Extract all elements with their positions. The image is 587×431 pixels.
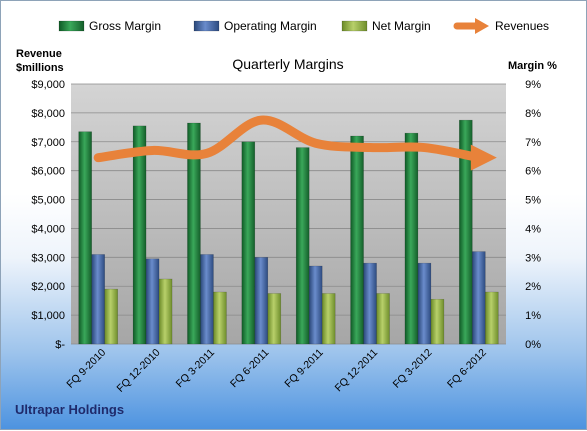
x-tick-label: FQ 9-2011 <box>282 347 326 391</box>
y-right-tick-label: 9% <box>525 79 541 91</box>
y-right-tick-label: 2% <box>525 281 541 293</box>
operating-margin-bar <box>254 257 269 345</box>
y-left-axis-title: Revenue $millions <box>16 48 65 74</box>
operating-margin-bar <box>308 265 323 345</box>
y-left-tick-label: $- <box>55 339 65 351</box>
legend-swatch <box>193 20 220 32</box>
y-right-tick-label: 5% <box>525 195 541 207</box>
net-margin-bar <box>430 298 445 345</box>
gross-margin-bar <box>132 125 147 345</box>
y-left-tick-label: $9,000 <box>31 79 65 91</box>
gross-margin-bar <box>459 119 473 345</box>
net-margin-bar <box>267 293 282 345</box>
y-left-tick-label: $3,000 <box>31 252 65 264</box>
net-margin-bar <box>485 291 499 345</box>
y-left-tick-label: $7,000 <box>31 137 65 149</box>
revenues-arrowhead <box>470 144 497 171</box>
bar-marks <box>78 119 499 345</box>
gross-margin-bar <box>187 122 201 345</box>
chart-title: Quarterly Margins <box>232 56 343 72</box>
net-margin-bar <box>104 288 118 345</box>
legend-label: Operating Margin <box>224 19 317 33</box>
operating-margin-bar <box>363 262 377 345</box>
x-tick-label: FQ 6-2012 <box>445 347 489 391</box>
y-left-tick-label: $6,000 <box>31 166 65 178</box>
legend-label: Gross Margin <box>89 19 161 33</box>
y-right-axis-title: Margin % <box>508 60 557 72</box>
x-tick-labels: FQ 9-2010 FQ 12-2010 FQ 3-2011 FQ 6-2011 FQ … <box>64 347 489 395</box>
operating-margin-bar <box>417 262 432 345</box>
operating-margin-bar <box>200 254 214 345</box>
net-margin-bar <box>376 293 390 345</box>
gross-margin-bar <box>241 141 256 345</box>
net-margin-bar <box>158 278 173 345</box>
revenues-line <box>93 115 484 163</box>
y-left-tick-label: $4,000 <box>31 223 65 235</box>
x-tick-label: FQ 12-2011 <box>333 347 381 395</box>
legend-label: Revenues <box>495 19 549 33</box>
x-tick-label: FQ 6-2011 <box>228 347 272 391</box>
y-right-tick-label: 6% <box>525 166 541 178</box>
revenues-line-group <box>93 115 497 171</box>
legend: Gross Margin Operating Margin Net Margin Re… <box>58 18 549 34</box>
y-right-tick-label: 1% <box>525 310 541 322</box>
legend-label: Net Margin <box>372 19 431 33</box>
y-left-tick-label: $5,000 <box>31 195 65 207</box>
y-right-tick-label: 8% <box>525 108 541 120</box>
y-right-tick-label: 3% <box>525 252 541 264</box>
y-right-tick-label: 7% <box>525 137 541 149</box>
gross-margin-bar <box>404 132 419 345</box>
y-left-tick-label: $1,000 <box>31 310 65 322</box>
operating-margin-bar <box>145 258 160 345</box>
net-margin-bar <box>213 291 227 345</box>
x-tick-label: FQ 12-2010 <box>115 347 163 395</box>
gross-margin-bar <box>350 135 364 345</box>
company-label: Ultrapar Holdings <box>15 402 125 417</box>
net-margin-bar <box>321 293 336 345</box>
y-right-tick-label: 4% <box>525 223 541 235</box>
legend-swatch-arrowhead <box>475 18 489 34</box>
gross-margin-bar <box>295 147 310 345</box>
y-right-tick-labels: 0% 1% 2% 3% 4% 5% 6% 7% 8% 9% <box>525 79 541 351</box>
x-tick-label: FQ 3-2011 <box>174 347 218 391</box>
legend-swatch <box>58 20 85 32</box>
operating-margin-bar <box>472 251 486 345</box>
y-left-tick-labels: $- $1,000 $2,000 $3,000 $4,000 $5,000 $6,000 $7… <box>31 79 65 351</box>
gross-margin-bar <box>78 131 92 345</box>
y-left-tick-label: $2,000 <box>31 281 65 293</box>
y-left-tick-label: $8,000 <box>31 108 65 120</box>
x-tick-label: FQ 9-2010 <box>64 347 108 391</box>
y-right-tick-label: 0% <box>525 339 541 351</box>
legend-swatch <box>341 20 368 32</box>
x-tick-label: FQ 3-2012 <box>391 347 435 391</box>
operating-margin-bar <box>91 254 105 345</box>
